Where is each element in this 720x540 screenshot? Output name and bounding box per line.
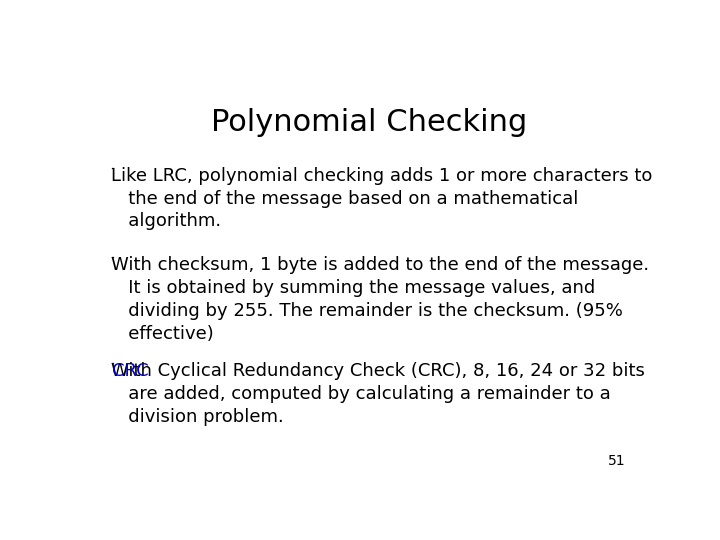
Text: With Cyclical Redundancy Check (CRC), 8, 16, 24 or 32 bits
   are added, compute: With Cyclical Redundancy Check (CRC), 8,…	[111, 362, 645, 426]
Text: With checksum, 1 byte is added to the end of the message.
   It is obtained by s: With checksum, 1 byte is added to the en…	[111, 256, 649, 343]
Text: CRC: CRC	[112, 362, 149, 380]
Text: Polynomial Checking: Polynomial Checking	[211, 109, 527, 138]
Text: 51: 51	[608, 454, 626, 468]
Text: Like LRC, polynomial checking adds 1 or more characters to
   the end of the mes: Like LRC, polynomial checking adds 1 or …	[111, 167, 652, 231]
